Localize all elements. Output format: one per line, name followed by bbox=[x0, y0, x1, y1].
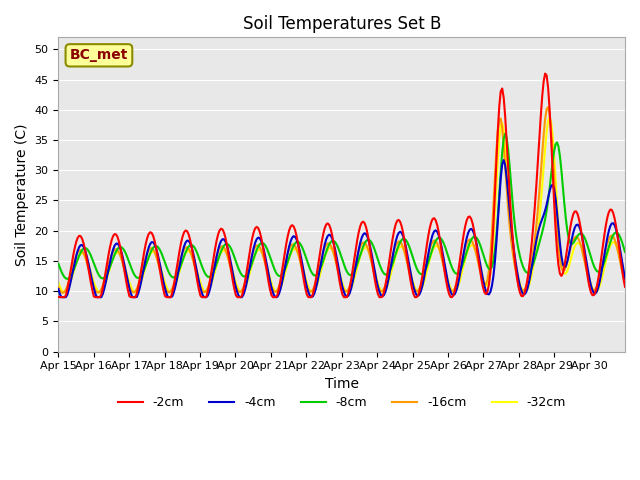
Text: BC_met: BC_met bbox=[70, 48, 128, 62]
Y-axis label: Soil Temperature (C): Soil Temperature (C) bbox=[15, 123, 29, 266]
Title: Soil Temperatures Set B: Soil Temperatures Set B bbox=[243, 15, 441, 33]
Legend: -2cm, -4cm, -8cm, -16cm, -32cm: -2cm, -4cm, -8cm, -16cm, -32cm bbox=[113, 391, 571, 414]
X-axis label: Time: Time bbox=[324, 377, 358, 391]
